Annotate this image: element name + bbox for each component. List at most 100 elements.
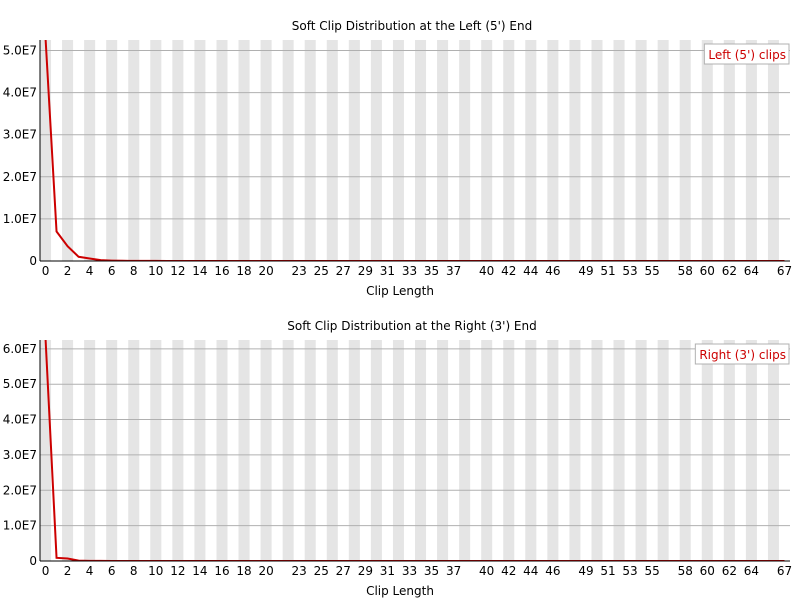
x-tick-label: 25 [314,564,329,578]
x-tick-label: 29 [358,264,373,278]
y-tick-label: 6.0E7 [3,342,37,356]
y-tick-label: 1.0E7 [3,519,37,533]
category-stripe [635,40,647,261]
legend-label: Left (5') clips [708,48,786,62]
x-tick-label: 53 [622,264,637,278]
category-stripe [657,340,669,561]
category-stripe [304,340,316,561]
category-stripe [84,340,96,561]
category-stripe [392,340,404,561]
category-stripe [723,40,735,261]
x-tick-label: 0 [42,264,50,278]
x-tick-label: 33 [402,264,417,278]
x-tick-label: 14 [192,264,207,278]
y-tick-label: 2.0E7 [3,170,37,184]
category-stripe [304,40,316,261]
legend-box [703,43,790,65]
category-stripe [150,40,162,261]
category-stripe [459,40,471,261]
y-tick-label: 5.0E7 [3,44,37,58]
x-tick-label: 62 [722,264,737,278]
x-tick-label: 23 [292,264,307,278]
category-stripe [392,40,404,261]
category-stripe [547,40,559,261]
category-stripe [569,340,581,561]
category-stripe [481,40,493,261]
x-tick-label: 33 [402,564,417,578]
x-tick-label: 27 [336,264,351,278]
x-tick-label: 6 [108,264,116,278]
category-stripe [503,340,515,561]
x-tick-label: 27 [336,564,351,578]
x-tick-label: 55 [644,564,659,578]
x-tick-label: 60 [700,264,715,278]
right-end-chart: 0 1.0E7 2.0E7 3.0E7 4.0E7 5.0E7 6.0E7 0 2 4 6 8 10 12… [0,300,800,600]
y-tick-label: 0 [29,554,37,568]
category-stripe [150,340,162,561]
x-tick-label: 8 [130,264,138,278]
legend: Left (5') clips [703,43,790,65]
x-tick-label: 67 [777,564,792,578]
x-tick-label: 62 [722,564,737,578]
x-tick-label: 8 [130,564,138,578]
category-stripe [282,340,294,561]
x-tick-label: 58 [678,264,693,278]
category-stripe [569,40,581,261]
x-tick-label: 40 [479,564,494,578]
category-stripe [437,340,449,561]
y-tick-label: 4.0E7 [3,413,37,427]
x-tick-label: 37 [446,264,461,278]
category-stripe [591,340,603,561]
category-stripe [128,340,140,561]
category-stripe [613,340,625,561]
x-tick-label: 4 [86,564,94,578]
category-stripe [613,40,625,261]
category-stripe [679,40,691,261]
category-stripe [723,340,735,561]
left-end-chart: 0 1.0E7 2.0E7 3.0E7 4.0E7 5.0E7 0 2 4 6 8 10 12 14 16 1… [3,19,792,298]
x-tick-label: 6 [108,564,116,578]
category-stripe [260,340,272,561]
category-stripe [415,40,427,261]
category-stripe [459,340,471,561]
x-tick-label: 42 [501,264,516,278]
x-tick-label: 2 [64,264,72,278]
x-tick-label: 31 [380,564,395,578]
y-tick-label: 2.0E7 [3,483,37,497]
category-stripe [657,40,669,261]
gridline-layer [40,50,790,220]
category-stripe [62,340,74,561]
category-stripe [701,340,713,561]
category-stripe [525,40,537,261]
category-stripe [415,340,427,561]
x-tick-label: 10 [148,264,163,278]
category-stripe [701,40,713,261]
category-stripe [503,40,515,261]
category-stripe [591,40,603,261]
x-tick-label: 67 [777,264,792,278]
x-tick-label: 4 [86,264,94,278]
x-axis-label: Clip Length [366,284,434,298]
x-tick-label: 14 [192,564,207,578]
category-stripe [745,40,757,261]
x-tick-label: 46 [545,564,560,578]
category-stripe [525,340,537,561]
x-tick-label: 12 [170,564,185,578]
x-tick-label: 20 [258,564,273,578]
category-stripe [370,40,382,261]
x-tick-label: 16 [214,564,229,578]
legend: Right (3') clips [694,343,790,365]
category-stripe [84,40,96,261]
category-stripe [106,40,118,261]
x-tick-label: 64 [744,564,759,578]
gridline-layer [40,348,790,527]
x-tick-label: 55 [644,264,659,278]
x-axis-label: Clip Length [366,584,434,598]
x-tick-label: 44 [523,264,538,278]
category-stripe [40,40,52,261]
category-stripe [679,340,691,561]
x-tick-label: 46 [545,264,560,278]
x-tick-label: 31 [380,264,395,278]
